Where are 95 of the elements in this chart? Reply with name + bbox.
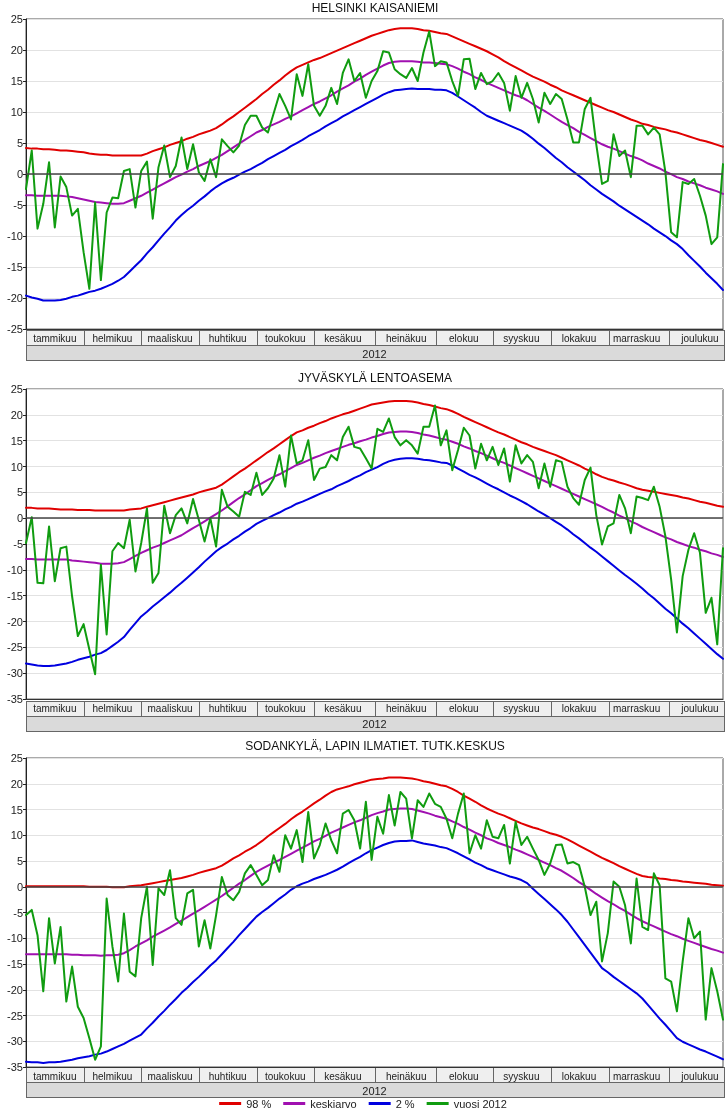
x-tick-label: joulukuu (680, 332, 719, 344)
x-tick-label: toukokuu (264, 702, 306, 714)
line-series (25, 87, 724, 302)
x-tick-label: tammikuu (33, 332, 77, 344)
y-tick-label: -15 (7, 958, 23, 970)
y-tick-label: -20 (7, 983, 23, 996)
x-tick-label: maaliskuu (147, 1070, 193, 1082)
y-tick-label: 25 (10, 752, 23, 764)
x-tick-label: kesäkuu (324, 1070, 362, 1082)
x-tick-label: helmikuu (92, 332, 133, 344)
y-tick-label: 5 (16, 137, 23, 150)
y-tick-label: -15 (7, 589, 23, 602)
y-tick-label: 10 (10, 460, 23, 473)
y-tick-label: -10 (7, 563, 23, 576)
x-tick-label: lokakuu (561, 702, 597, 714)
x-tick-label: heinäkuu (385, 702, 427, 714)
x-tick-label: syyskuu (503, 702, 540, 714)
x-tick-label: lokakuu (561, 1070, 597, 1082)
x-axis-title: 2012 (362, 347, 387, 360)
x-tick-label: joulukuu (680, 702, 719, 714)
legend-label: 2 % (395, 1097, 415, 1110)
y-tick-label: -25 (7, 641, 23, 654)
y-tick-label: -5 (13, 906, 23, 919)
y-tick-label: 15 (10, 434, 23, 447)
x-tick-label: elokuu (449, 702, 479, 714)
line-series (25, 27, 724, 157)
y-tick-label: -10 (7, 932, 23, 945)
x-tick-label: kesäkuu (324, 702, 362, 714)
x-tick-label: toukokuu (264, 332, 306, 344)
y-tick-label: -20 (7, 615, 23, 628)
line-series (25, 776, 724, 889)
y-tick-label: -5 (13, 538, 23, 551)
y-tick-label: 10 (10, 829, 23, 842)
line-series (25, 60, 724, 205)
line-series (25, 404, 724, 676)
x-axis-title: 2012 (362, 1085, 387, 1098)
x-tick-label: heinäkuu (385, 332, 427, 344)
y-tick-label: 10 (10, 106, 23, 119)
y-tick-label: -25 (7, 1009, 23, 1022)
y-tick-label: 20 (10, 777, 23, 790)
line-series (25, 457, 724, 668)
x-tick-label: marraskuu (612, 702, 661, 714)
y-tick-label: 0 (16, 168, 23, 181)
x-tick-label: syyskuu (503, 332, 540, 344)
x-tick-label: maaliskuu (147, 332, 193, 344)
line-series (25, 839, 724, 1064)
y-tick-label: -10 (7, 230, 23, 243)
y-tick-label: -25 (7, 323, 23, 336)
chart-title: HELSINKI KAISANIEMI (311, 1, 439, 15)
x-tick-label: marraskuu (612, 1070, 661, 1082)
y-tick-label: -35 (7, 693, 23, 706)
x-tick-label: maaliskuu (147, 702, 193, 714)
y-tick-label: -30 (7, 1035, 23, 1048)
x-tick-label: huhtikuu (208, 332, 247, 344)
y-tick-label: 20 (10, 408, 23, 421)
x-tick-label: helmikuu (92, 702, 133, 714)
chart-title: JYVÄSKYLÄ LENTOASEMA (298, 371, 452, 385)
line-series (25, 790, 724, 1061)
x-tick-label: tammikuu (33, 702, 77, 714)
y-tick-label: 15 (10, 75, 23, 88)
line-series (25, 30, 724, 290)
line-series (25, 430, 724, 565)
x-tick-label: heinäkuu (385, 1070, 427, 1082)
y-tick-label: 5 (16, 486, 23, 499)
x-tick-label: syyskuu (503, 1070, 540, 1082)
x-tick-label: kesäkuu (324, 332, 362, 344)
legend-label: vuosi 2012 (453, 1097, 507, 1110)
x-tick-label: elokuu (449, 332, 479, 344)
y-tick-label: 20 (10, 44, 23, 57)
x-tick-label: marraskuu (612, 332, 661, 344)
y-tick-label: 25 (10, 13, 23, 25)
y-tick-label: -15 (7, 261, 23, 274)
x-axis-title: 2012 (362, 717, 387, 730)
y-tick-label: 15 (10, 803, 23, 816)
x-tick-label: huhtikuu (208, 702, 247, 714)
y-tick-label: -35 (7, 1061, 23, 1073)
y-tick-label: 0 (16, 880, 23, 893)
y-tick-label: -30 (7, 667, 23, 680)
y-tick-label: 5 (16, 855, 23, 867)
y-tick-label: 0 (16, 512, 23, 525)
legend-label: 98 % (246, 1097, 272, 1110)
line-series (25, 399, 724, 512)
x-tick-label: tammikuu (33, 1070, 77, 1082)
y-tick-label: 25 (10, 383, 23, 395)
x-tick-label: helmikuu (92, 1070, 133, 1082)
x-tick-label: elokuu (449, 1070, 479, 1082)
legend-label: keskiarvo (310, 1097, 357, 1110)
x-tick-label: toukokuu (264, 1070, 306, 1082)
line-series (25, 807, 724, 957)
y-tick-label: -5 (13, 199, 23, 212)
x-tick-label: joulukuu (680, 1070, 719, 1082)
x-tick-label: huhtikuu (208, 1070, 247, 1082)
x-tick-label: lokakuu (561, 332, 597, 344)
y-tick-label: -20 (7, 292, 23, 305)
chart-title: SODANKYLÄ, LAPIN ILMATIET. TUTK.KESKUS (245, 739, 505, 753)
